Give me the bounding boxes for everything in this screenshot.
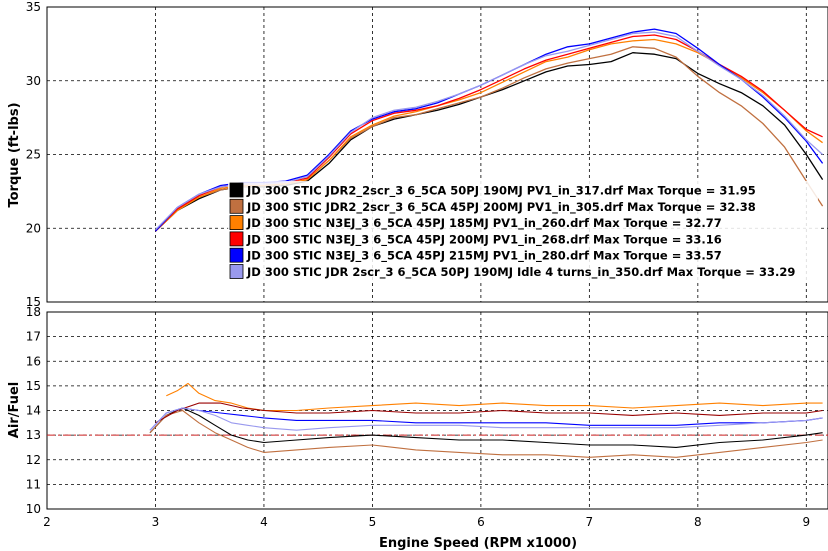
x-tick-label: 8: [694, 515, 702, 529]
y-tick-label: 15: [26, 295, 41, 309]
y-tick-label: 18: [26, 305, 41, 319]
x-tick-label: 7: [586, 515, 594, 529]
legend-swatch: [229, 247, 244, 263]
series-line: [155, 402, 823, 424]
x-axis-ticks: 2 3 4 5 6 7 8 9: [43, 515, 810, 529]
legend-swatch: [229, 231, 244, 247]
legend-entry: JD 300 STIC N3EJ_3 6_5CA 45PJ 215MJ PV1_…: [246, 249, 722, 264]
y-tick-label: 15: [26, 379, 41, 393]
legend-entry: JD 300 STIC N3EJ_3 6_5CA 45PJ 185MJ PV1_…: [246, 216, 722, 231]
series-line: [149, 407, 823, 431]
legend-swatch: [229, 198, 244, 214]
legend-entry: JD 300 STIC JDR2_2scr_3 6_5CA 50PJ 190MJ…: [246, 184, 756, 199]
legend: JD 300 STIC JDR2_2scr_3 6_5CA 50PJ 190MJ…: [228, 181, 818, 282]
legend-swatch: [229, 215, 244, 231]
x-tick-label: 3: [152, 515, 160, 529]
torque-y-ticks: 15 20 25 30 35: [26, 0, 41, 309]
x-tick-label: 9: [802, 515, 810, 529]
legend-swatch: [229, 182, 244, 198]
y-tick-label: 13: [26, 428, 41, 442]
y-tick-label: 14: [26, 404, 41, 418]
y-tick-label: 16: [26, 354, 41, 368]
series-line: [166, 382, 823, 412]
airfuel-y-ticks: 10 11 12 13 14 15 16 17 18: [26, 305, 41, 516]
x-tick-label: 6: [477, 515, 485, 529]
y-tick-label: 35: [26, 0, 41, 14]
y-tick-label: 10: [26, 502, 41, 516]
legend-background: [228, 181, 818, 282]
y-tick-label: 25: [26, 148, 41, 162]
legend-entry: JD 300 STIC N3EJ_3 6_5CA 45PJ 200MJ PV1_…: [246, 232, 722, 247]
airfuel-axis-label: Air/Fuel: [7, 382, 22, 438]
series-line: [149, 409, 823, 458]
x-tick-label: 2: [43, 515, 51, 529]
torque-panel: 15 20 25 30 35 Torque (ft-lbs) JD 300 STIC J…: [7, 0, 828, 309]
series-line: [149, 407, 823, 431]
legend-entry: JD 300 STIC JDR 2scr_3 6_5CA 50PJ 190MJ …: [246, 265, 795, 280]
y-tick-label: 30: [26, 74, 41, 88]
airfuel-series: [149, 382, 823, 458]
y-tick-label: 11: [26, 477, 41, 491]
y-tick-label: 17: [26, 330, 41, 344]
legend-entry: JD 300 STIC JDR2_2scr_3 6_5CA 45PJ 200MJ…: [246, 200, 756, 215]
x-tick-label: 5: [369, 515, 377, 529]
torque-axis-label: Torque (ft-lbs): [7, 102, 22, 207]
airfuel-panel: 10 11 12 13 14 15 16 17 18 Air/Fuel: [7, 305, 828, 516]
x-tick-label: 4: [260, 515, 268, 529]
y-tick-label: 12: [26, 453, 41, 467]
legend-swatch: [229, 264, 244, 279]
x-axis-label: Engine Speed (RPM x1000): [379, 536, 577, 551]
series-line: [149, 407, 823, 448]
y-tick-label: 20: [26, 221, 41, 235]
